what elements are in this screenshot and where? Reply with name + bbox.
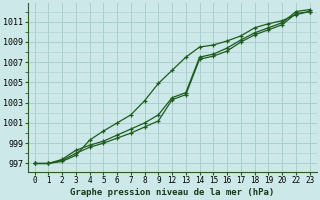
X-axis label: Graphe pression niveau de la mer (hPa): Graphe pression niveau de la mer (hPa) <box>70 188 274 197</box>
